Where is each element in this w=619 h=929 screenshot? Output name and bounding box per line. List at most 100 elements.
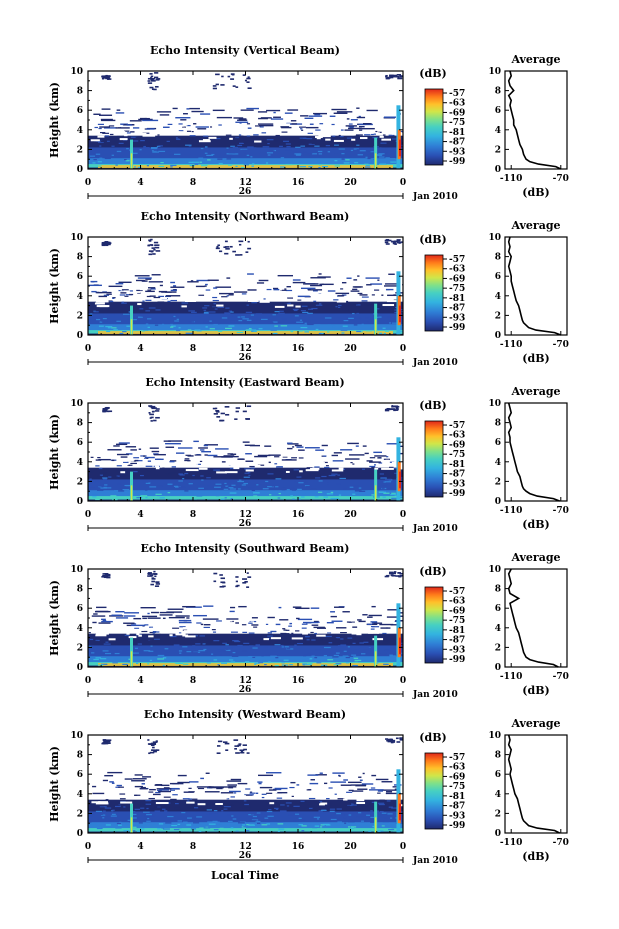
- echo-fragment: [149, 413, 154, 416]
- echo-speckle: [158, 165, 165, 168]
- echo-fragment: [386, 616, 399, 618]
- echo-fragment: [104, 75, 108, 77]
- echo-speckle: [206, 484, 210, 486]
- echo-speckle: [199, 827, 205, 829]
- echo-speckle: [144, 815, 151, 817]
- profile-x-label: (dB): [522, 186, 549, 199]
- echo-fragment: [207, 279, 219, 281]
- echo-speckle: [352, 312, 355, 315]
- colorbar-tick-label: -75: [449, 284, 465, 294]
- echo-speckle: [246, 123, 251, 125]
- echo-speckle: [99, 472, 107, 474]
- y-tick-label: 0: [77, 165, 83, 175]
- echo-fragment: [258, 279, 269, 282]
- echo-speckle: [96, 318, 101, 321]
- echo-speckle: [312, 792, 320, 795]
- echo-fragment: [203, 624, 211, 626]
- echo-speckle: [221, 641, 225, 644]
- echo-speckle: [301, 496, 305, 498]
- echo-fragment: [147, 617, 161, 619]
- echo-speckle: [178, 123, 183, 125]
- echo-speckle: [167, 483, 171, 485]
- echo-speckle: [306, 639, 310, 641]
- echo-speckle: [371, 801, 376, 803]
- echo-fragment: [134, 785, 143, 788]
- echo-speckle: [368, 830, 372, 832]
- echo-speckle: [249, 465, 255, 468]
- echo-speckle: [338, 134, 341, 137]
- echo-speckle: [176, 329, 181, 332]
- echo-gap: [91, 801, 101, 804]
- echo-speckle: [266, 823, 271, 825]
- echo-speckle: [338, 649, 345, 651]
- echo-speckle: [319, 800, 323, 803]
- echo-fragment: [133, 617, 142, 620]
- y-tick-label: 10: [70, 731, 83, 741]
- echo-speckle: [126, 132, 131, 134]
- echo-speckle: [130, 642, 137, 644]
- echo-gap: [198, 140, 211, 143]
- echo-speckle: [373, 132, 380, 134]
- echo-fragment: [381, 789, 398, 791]
- echo-speckle: [259, 132, 267, 134]
- echo-speckle: [344, 300, 349, 303]
- echo-fragment: [240, 109, 254, 111]
- echo-speckle: [111, 327, 117, 329]
- echo-speckle: [97, 141, 104, 143]
- profile-title: Average: [510, 717, 560, 730]
- echo-speckle: [137, 316, 143, 318]
- echo-speckle: [321, 469, 326, 471]
- echo-speckle: [183, 821, 188, 823]
- echo-speckle: [188, 798, 192, 800]
- echo-fragment: [147, 244, 151, 247]
- echo-speckle: [318, 480, 323, 482]
- echo-speckle: [344, 822, 347, 824]
- echo-fragment: [369, 461, 381, 463]
- y-tick-label: 8: [77, 751, 83, 761]
- echo-gap: [351, 138, 356, 141]
- echo-speckle: [205, 813, 211, 815]
- echo-speckle: [304, 654, 308, 656]
- echo-speckle: [205, 289, 211, 291]
- echo-speckle: [116, 475, 120, 477]
- echo-speckle: [280, 325, 288, 327]
- echo-fragment: [197, 128, 207, 130]
- echo-speckle: [223, 660, 227, 662]
- echo-speckle: [353, 485, 360, 487]
- echo-speckle: [301, 623, 308, 625]
- echo-speckle: [246, 154, 250, 156]
- echo-speckle: [228, 318, 232, 320]
- echo-speckle: [357, 292, 363, 295]
- echo-fragment: [386, 791, 393, 793]
- echo-speckle: [296, 642, 304, 645]
- echo-speckle: [221, 296, 228, 298]
- y-tick-label: 0: [77, 331, 83, 341]
- echo-speckle: [181, 812, 186, 814]
- echo-speckle: [336, 471, 341, 473]
- x-tick-label: 20: [344, 510, 357, 520]
- echo-speckle: [263, 125, 267, 128]
- echo-speckle: [370, 628, 375, 630]
- echo-speckle: [281, 457, 289, 459]
- profile-y-tick-label: 4: [495, 292, 501, 302]
- echo-speckle: [127, 490, 133, 492]
- echo-speckle: [186, 128, 192, 131]
- echo-speckle: [378, 803, 385, 806]
- echo-speckle: [228, 487, 234, 489]
- echo-speckle: [350, 149, 354, 152]
- echo-speckle: [224, 158, 232, 160]
- echo-speckle: [388, 828, 395, 831]
- echo-fragment: [387, 239, 392, 242]
- echo-speckle: [106, 293, 112, 295]
- echo-speckle: [194, 163, 199, 166]
- y-axis-label: Height (km): [48, 82, 61, 158]
- echo-speckle: [118, 490, 125, 492]
- echo-speckle: [380, 653, 387, 655]
- echo-speckle: [245, 794, 253, 796]
- x-tick-label: 0: [85, 676, 91, 686]
- echo-speckle: [287, 635, 295, 637]
- profile-x-tick-label: -110: [500, 506, 523, 516]
- echo-speckle: [121, 289, 129, 291]
- echo-speckle: [189, 128, 194, 130]
- echo-speckle: [143, 634, 146, 636]
